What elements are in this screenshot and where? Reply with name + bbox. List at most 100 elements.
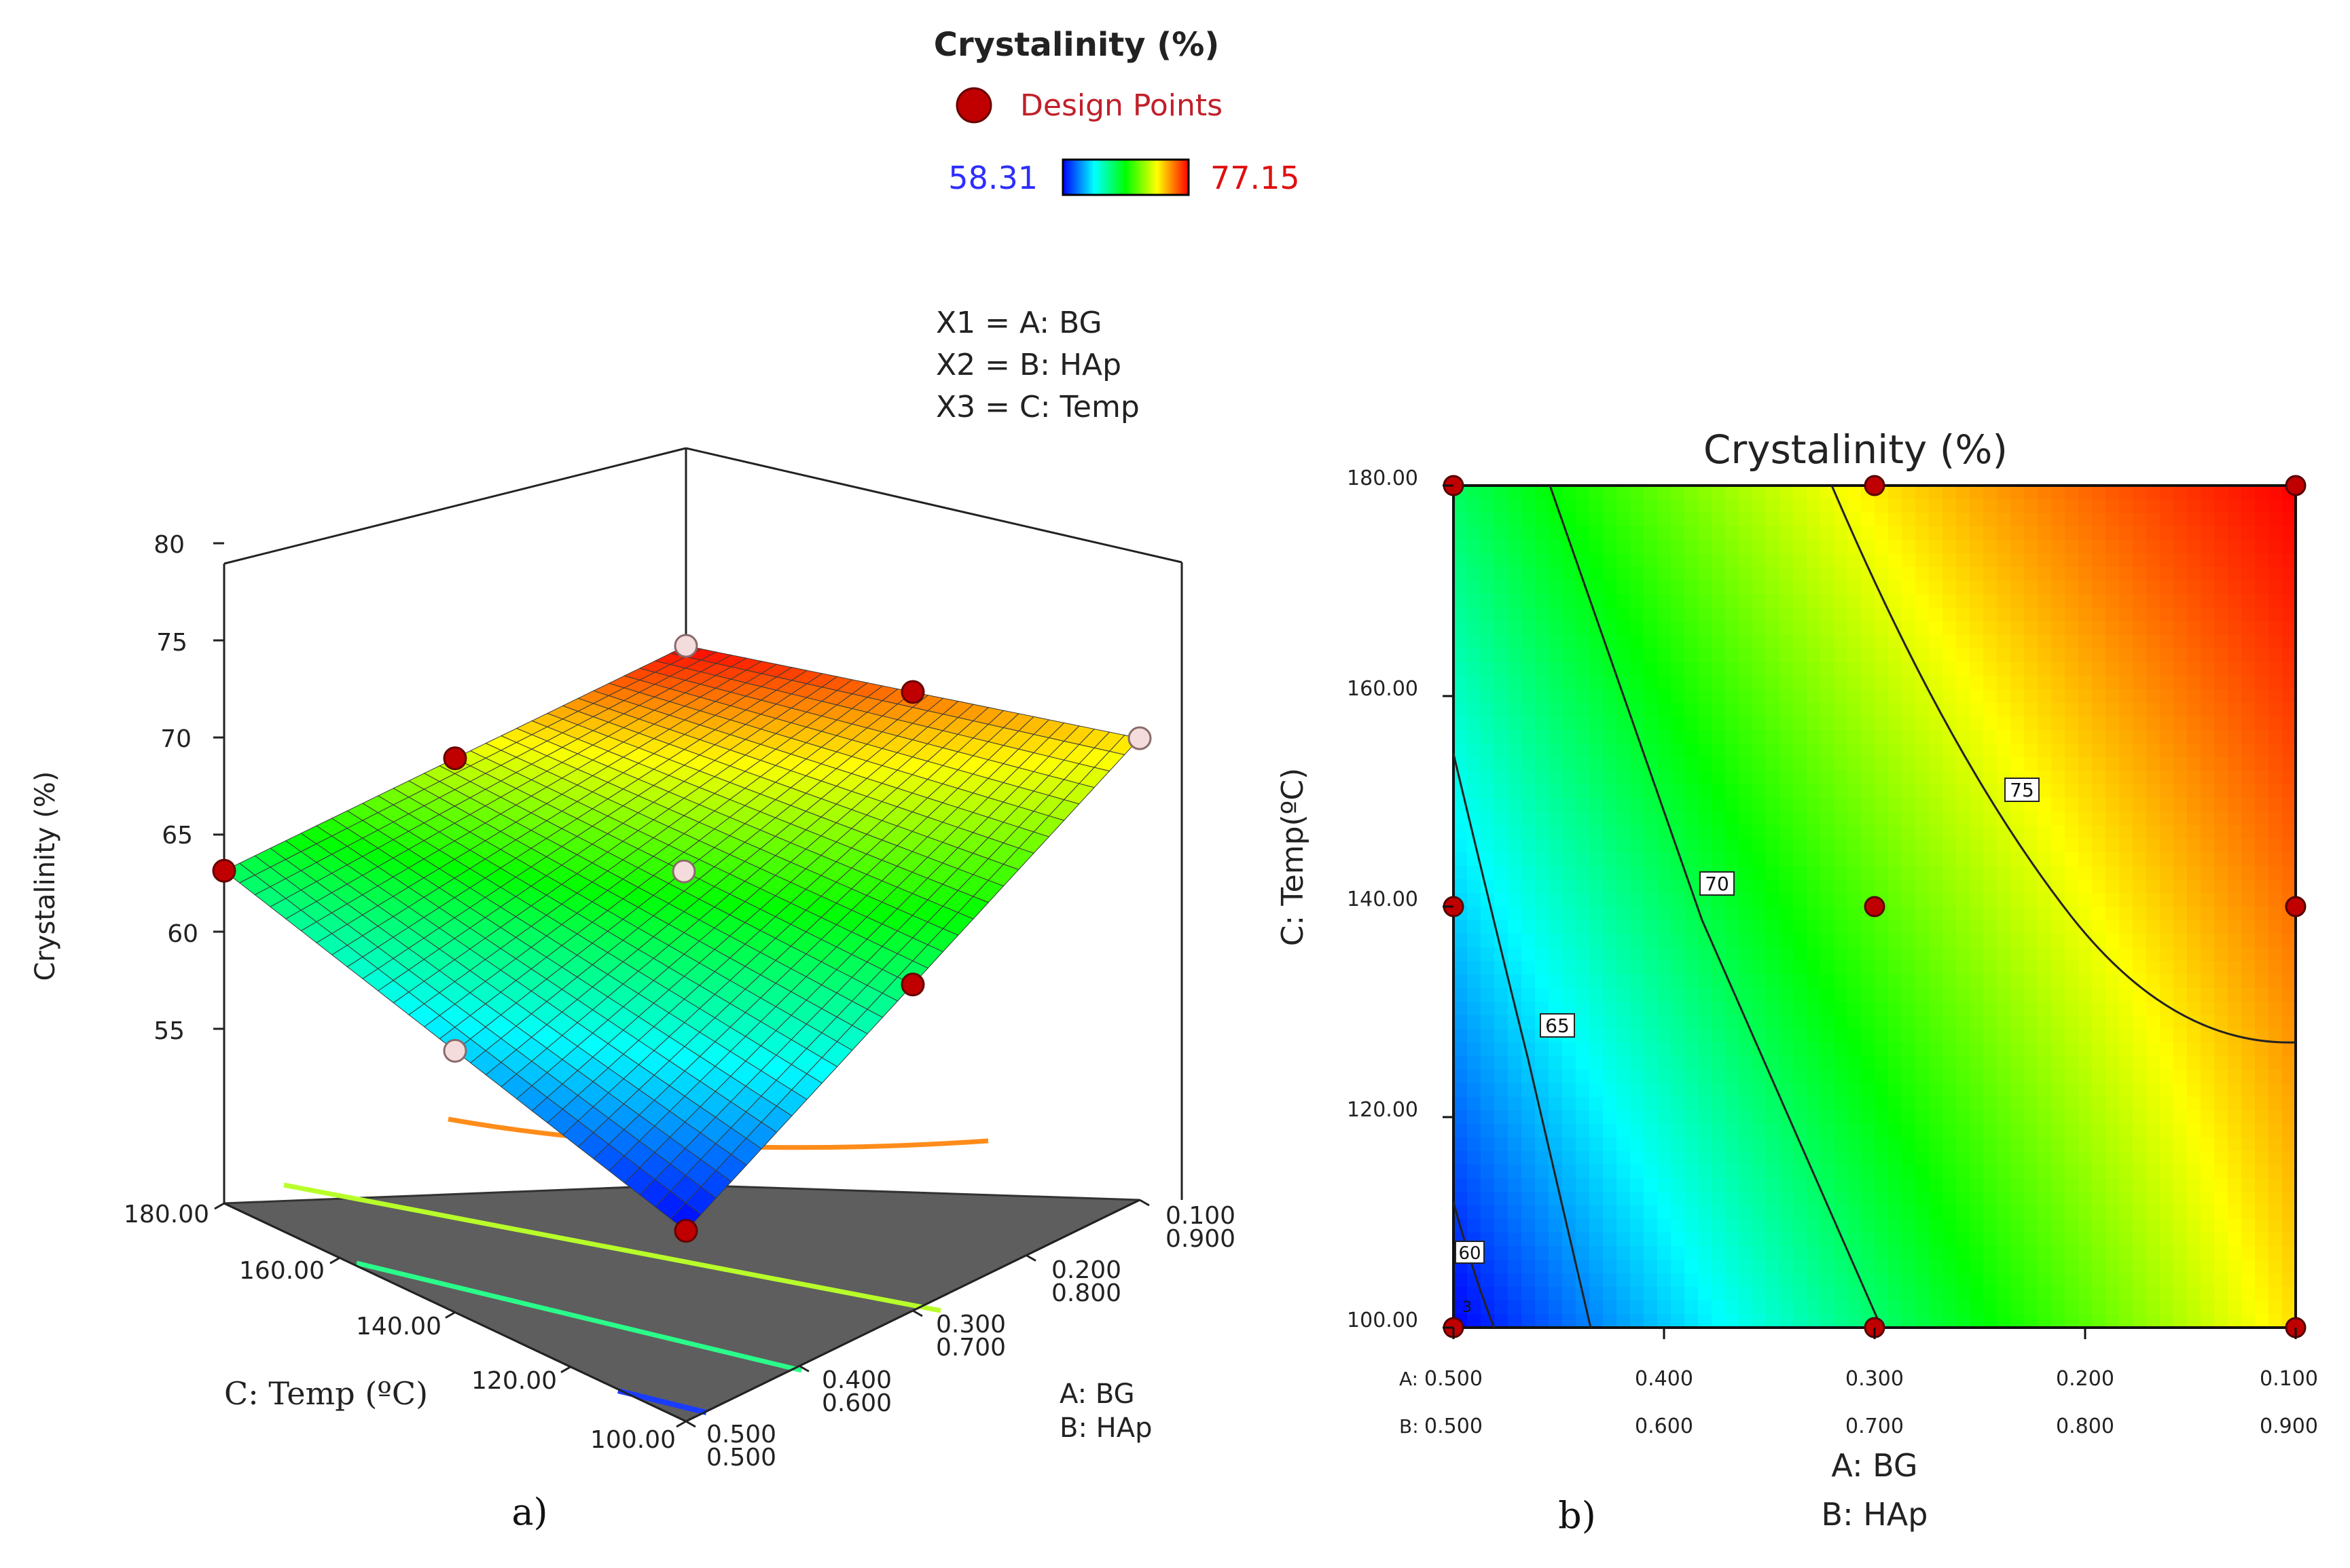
contour-cell (2119, 825, 2133, 839)
contour-cell (1956, 974, 1970, 989)
contour-cell (2024, 1110, 2038, 1125)
contour-cell (1997, 961, 2011, 975)
contour-cell (1861, 1056, 1875, 1070)
contour-cell (1535, 1300, 1549, 1315)
contour-cell (2105, 703, 2120, 717)
contour-cell (1997, 513, 2011, 527)
temp-tick (676, 1420, 687, 1428)
contour-cell (2268, 784, 2283, 799)
contour-cell (1494, 893, 1508, 907)
contour-cell (1875, 730, 1889, 744)
contour-cell (1739, 771, 1753, 785)
contour-cell (2119, 1110, 2133, 1125)
contour-cell (1630, 676, 1644, 690)
contour-cell (2160, 1300, 2174, 1315)
contour-cell (1807, 1070, 1821, 1084)
contour-cell (2268, 1233, 2283, 1247)
contour-cell (1684, 947, 1699, 962)
contour-cell (1820, 1178, 1834, 1192)
contour-cell (2241, 1260, 2256, 1274)
contour-cell (1644, 1110, 1658, 1125)
contour-cell (1576, 1314, 1590, 1328)
contour-cell (1494, 1137, 1508, 1152)
contour-cell (2282, 784, 2296, 799)
contour-cell (1766, 1097, 1780, 1111)
contour-cell (1929, 1178, 1943, 1192)
contour-cell (1766, 1219, 1780, 1233)
contour-cell (1712, 594, 1726, 608)
contour-cell (1820, 1300, 1834, 1315)
contour-cell (1929, 1165, 1943, 1179)
contour-cell (1508, 1192, 1522, 1206)
contour-cell (1766, 920, 1780, 934)
y-tick-label: 180.00 (1347, 467, 1418, 490)
contour-cell (1671, 649, 1685, 663)
contour-cell (2038, 499, 2052, 513)
contour-cell (2146, 1205, 2161, 1220)
contour-cell (1698, 1233, 1712, 1247)
contour-cell (2038, 907, 2052, 921)
contour-cell (1779, 486, 1794, 500)
contour-cell (1562, 1137, 1576, 1152)
contour-cell (1684, 1029, 1699, 1043)
contour-cell (2228, 1151, 2242, 1165)
contour-cell (1929, 730, 1943, 744)
contour-cell (2092, 974, 2106, 989)
contour-cell (1752, 540, 1767, 554)
contour-cell (1942, 920, 1957, 934)
contour-cell (1888, 852, 1902, 867)
contour-cell (2268, 934, 2283, 948)
contour-cell (2282, 1233, 2296, 1247)
contour-cell (1779, 1246, 1794, 1260)
contour-cell (2024, 526, 2038, 541)
temp-tick-label: 140.00 (356, 1313, 441, 1341)
contour-cell (2146, 852, 2161, 867)
contour-cell (1779, 1300, 1794, 1315)
contour-cell (2105, 757, 2120, 771)
contour-cell (1508, 513, 1522, 527)
contour-cell (2038, 486, 2052, 500)
contour-cell (1875, 947, 1889, 962)
contour-cell (1902, 1124, 1916, 1138)
contour-cell (2119, 934, 2133, 948)
contour-cell (2173, 689, 2188, 704)
contour-cell (1603, 553, 1617, 568)
contour-cell (1956, 553, 1970, 568)
contour-cell (1875, 1083, 1889, 1097)
contour-cell (1779, 1178, 1794, 1192)
contour-cell (1589, 1219, 1604, 1233)
contour-cell (1983, 1233, 1998, 1247)
contour-cell (2268, 947, 2283, 962)
contour-cell (2146, 635, 2161, 649)
contour-cell (1630, 920, 1644, 934)
contour-cell (1535, 1273, 1549, 1288)
contour-cell (1630, 635, 1644, 649)
contour-cell (2105, 920, 2120, 934)
contour-cell (1481, 662, 1495, 676)
contour-cell (2268, 716, 2283, 731)
contour-cell (1494, 1260, 1508, 1274)
contour-cell (1739, 798, 1753, 812)
contour-cell (1630, 784, 1644, 799)
contour-cell (2078, 1178, 2093, 1192)
contour-cell (1807, 893, 1821, 907)
contour-cell (1902, 662, 1916, 676)
contour-cell (1657, 1273, 1671, 1288)
contour-cell (1942, 784, 1957, 799)
contour-cell (1603, 947, 1617, 962)
contour-cell (2187, 716, 2201, 731)
contour-cell (1657, 1287, 1671, 1301)
contour-cell (1562, 893, 1576, 907)
contour-cell (1888, 730, 1902, 744)
contour-cell (1807, 567, 1821, 581)
contour-cell (1929, 1029, 1943, 1043)
contour-cell (1970, 621, 1984, 636)
contour-cell (2092, 1205, 2106, 1220)
contour-cell (1562, 1300, 1576, 1315)
contour-cell (2268, 1056, 2283, 1070)
contour-cell (1576, 513, 1590, 527)
contour-cell (1589, 920, 1604, 934)
contour-cell (2010, 812, 2025, 826)
contour-cell (1970, 934, 1984, 948)
contour-cell (1453, 1124, 1468, 1138)
